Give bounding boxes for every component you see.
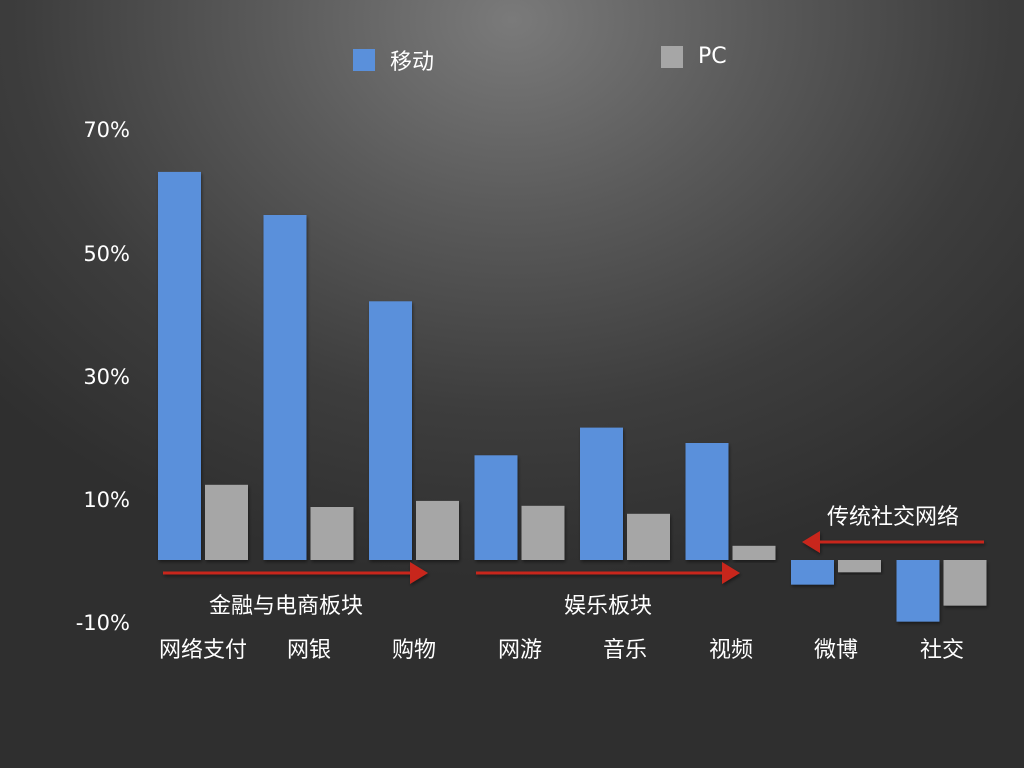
pc-bar bbox=[627, 513, 670, 560]
arrow-social bbox=[802, 531, 984, 553]
pc-bar bbox=[416, 500, 459, 560]
x-category-label: 音乐 bbox=[602, 638, 648, 663]
pc-bar bbox=[838, 560, 881, 573]
pc-bar bbox=[943, 560, 987, 606]
arrow-entertainment bbox=[476, 562, 740, 584]
mobile-bar bbox=[580, 427, 623, 560]
mobile-bar bbox=[685, 443, 729, 560]
pc-bar bbox=[310, 507, 354, 560]
arrow-finance bbox=[163, 562, 428, 584]
legend-mobile: 移动 bbox=[353, 44, 434, 76]
mobile-bar bbox=[896, 560, 940, 622]
mobile-bar bbox=[158, 171, 201, 560]
mobile-bar bbox=[791, 560, 834, 585]
y-tick-label: 70% bbox=[83, 118, 130, 142]
annotation-entertainment: 娱乐板块 bbox=[563, 594, 653, 619]
annotation-social: 传统社交网络 bbox=[826, 505, 960, 530]
legend-mobile-swatch bbox=[353, 49, 375, 71]
pc-bar bbox=[732, 545, 776, 560]
legend-pc-swatch bbox=[661, 45, 683, 68]
x-category-label: 购物 bbox=[391, 638, 437, 663]
y-tick-label: 50% bbox=[83, 242, 130, 266]
mobile-bar bbox=[369, 301, 412, 560]
x-category-label: 视频 bbox=[708, 638, 754, 663]
x-category-label: 网游 bbox=[497, 638, 543, 663]
x-category-label: 网银 bbox=[286, 638, 332, 663]
legend-mobile-label: 移动 bbox=[390, 50, 435, 75]
pc-bar bbox=[205, 484, 248, 560]
x-category-label: 微博 bbox=[813, 638, 859, 663]
legend-pc-label: PC bbox=[698, 44, 727, 69]
legend-pc: PC bbox=[661, 44, 727, 69]
y-tick-label: 10% bbox=[83, 488, 130, 512]
annotation-finance: 金融与电商板块 bbox=[208, 594, 364, 619]
pc-bar bbox=[521, 505, 565, 560]
y-tick-label: -10% bbox=[75, 611, 130, 635]
x-category-label: 社交 bbox=[919, 638, 965, 663]
y-tick-label: 30% bbox=[83, 365, 130, 389]
mobile-bar bbox=[474, 455, 518, 560]
mobile-bar bbox=[263, 215, 307, 560]
x-category-label: 网络支付 bbox=[158, 638, 248, 663]
